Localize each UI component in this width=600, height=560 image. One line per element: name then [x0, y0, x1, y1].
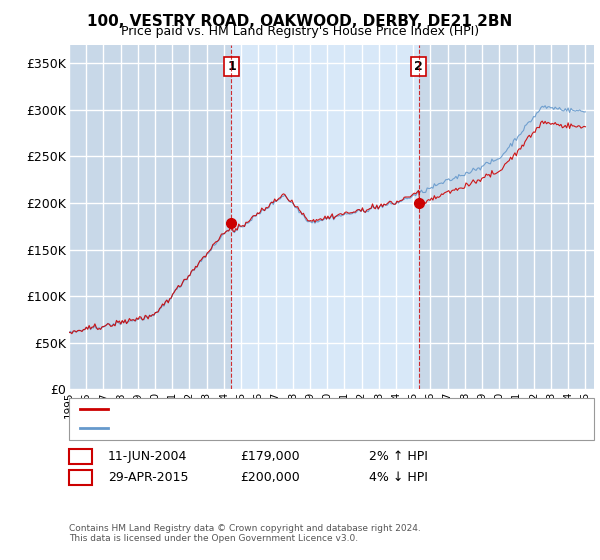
- Text: 11-JUN-2004: 11-JUN-2004: [108, 450, 187, 463]
- Text: 4% ↓ HPI: 4% ↓ HPI: [369, 471, 428, 484]
- Text: £200,000: £200,000: [240, 471, 300, 484]
- Text: 100, VESTRY ROAD, OAKWOOD, DERBY, DE21 2BN (detached house): 100, VESTRY ROAD, OAKWOOD, DERBY, DE21 2…: [114, 404, 496, 414]
- Text: 1: 1: [76, 450, 85, 463]
- Text: 100, VESTRY ROAD, OAKWOOD, DERBY, DE21 2BN: 100, VESTRY ROAD, OAKWOOD, DERBY, DE21 2…: [88, 14, 512, 29]
- Text: £179,000: £179,000: [240, 450, 299, 463]
- Text: HPI: Average price, detached house, City of Derby: HPI: Average price, detached house, City…: [114, 423, 394, 433]
- Text: 29-APR-2015: 29-APR-2015: [108, 471, 188, 484]
- Text: 2: 2: [415, 60, 423, 73]
- Text: 2% ↑ HPI: 2% ↑ HPI: [369, 450, 428, 463]
- Bar: [232, 45, 419, 389]
- Text: Price paid vs. HM Land Registry's House Price Index (HPI): Price paid vs. HM Land Registry's House …: [121, 25, 479, 38]
- Text: Contains HM Land Registry data © Crown copyright and database right 2024.
This d: Contains HM Land Registry data © Crown c…: [69, 524, 421, 543]
- Text: 1: 1: [227, 60, 236, 73]
- Text: 2: 2: [76, 471, 85, 484]
